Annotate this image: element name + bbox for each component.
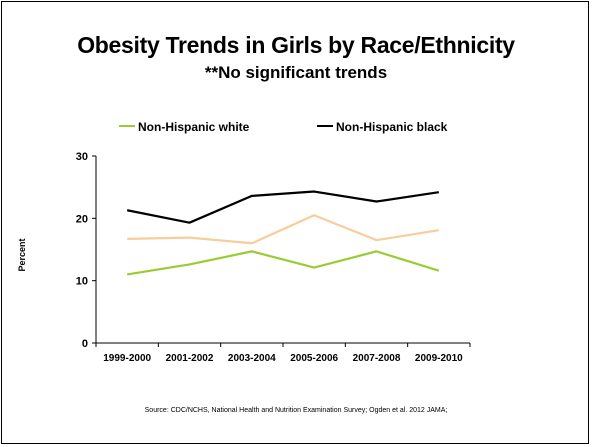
chart-title: Obesity Trends in Girls by Race/Ethnicit… [77,32,515,58]
chart-subtitle: **No significant trends [204,63,388,82]
legend-label-black: Non-Hispanic black [336,120,448,134]
source-note: Source: CDC/NCHS, National Health and Nu… [144,407,448,414]
x-tick-label: 2005-2006 [290,353,338,364]
x-tick-label: 2001-2002 [166,353,214,364]
legend-label-white: Non-Hispanic white [138,120,250,134]
series-line-2 [127,214,440,245]
y-tick-label: 10 [76,276,88,288]
legend-item-black: Non-Hispanic black [317,120,447,134]
x-tick-label: 2009-2010 [415,353,463,364]
legend-item-white: Non-Hispanic white [119,120,249,134]
y-tick-label: 20 [76,213,88,225]
y-tick-label: 30 [76,151,88,163]
legend-swatch-black [317,124,333,127]
y-tick-label: 0 [82,338,88,350]
x-tick-label: 2003-2004 [228,353,276,364]
x-tick-label: 2007-2008 [353,353,401,364]
series-line-1 [126,190,439,224]
x-tick-label: 1999-2000 [103,353,151,364]
legend-swatch-white [119,124,135,127]
series-line-0 [126,250,440,276]
